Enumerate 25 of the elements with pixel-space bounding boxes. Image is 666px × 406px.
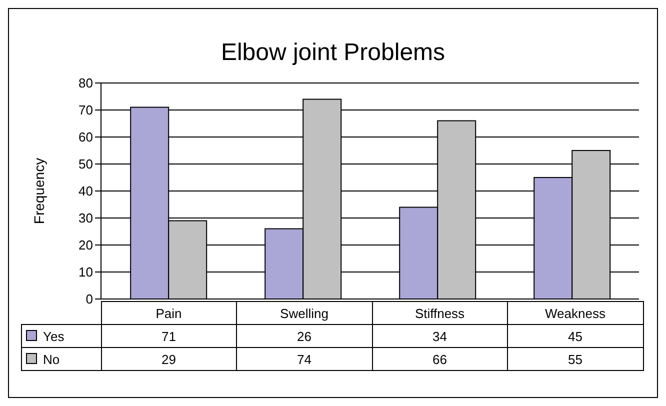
y-tick-label: 20 <box>78 238 93 253</box>
data-label: 34 <box>372 324 508 348</box>
data-label: 45 <box>508 324 643 348</box>
data-label: 26 <box>236 324 372 348</box>
data-label: 66 <box>372 348 508 370</box>
x-tick-label: Swelling <box>236 302 372 324</box>
data-label: 29 <box>101 348 236 370</box>
y-tick-label: 40 <box>78 184 93 199</box>
x-tick-label: Stiffness <box>372 302 508 324</box>
y-tick-label: 60 <box>78 130 93 145</box>
data-label: 55 <box>508 348 643 370</box>
y-tick-label: 0 <box>86 292 93 307</box>
y-axis-title: Frequency <box>30 158 47 224</box>
x-tick-label: Pain <box>101 302 236 324</box>
y-tick-label: 70 <box>78 102 93 118</box>
data-label: 71 <box>101 324 236 348</box>
y-tick-label: 10 <box>78 264 93 280</box>
legend-label: No <box>42 352 60 366</box>
y-tick-label: 30 <box>78 210 93 226</box>
x-tick-label: Weakness <box>508 302 643 324</box>
chart-title: Elbow joint Problems <box>220 39 446 68</box>
y-tick-label: 50 <box>78 156 93 172</box>
legend-label: Yes <box>42 328 64 344</box>
data-label: 74 <box>236 348 372 370</box>
y-tick-label: 80 <box>78 76 93 91</box>
